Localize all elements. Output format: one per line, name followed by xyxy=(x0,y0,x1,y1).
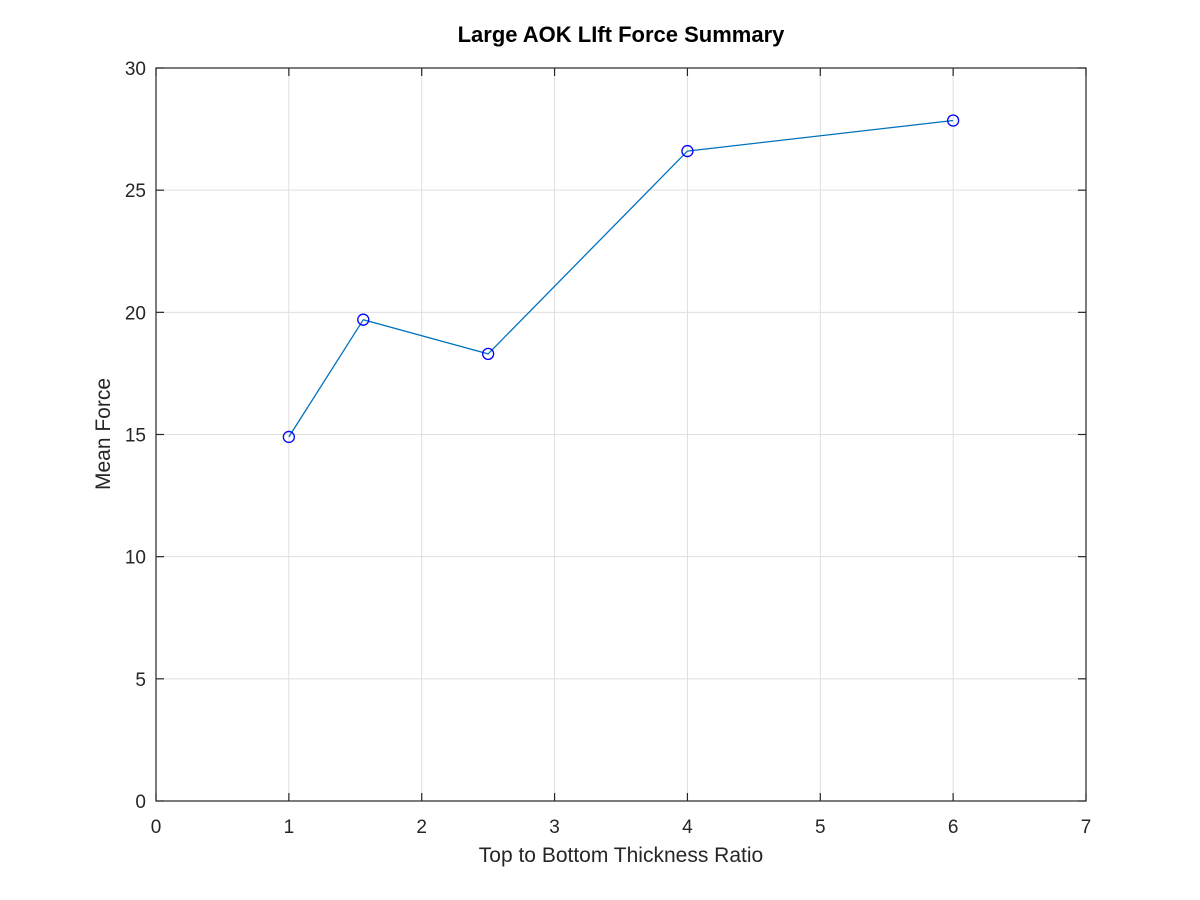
data-point-marker xyxy=(946,114,960,127)
grid-lines xyxy=(156,68,1086,801)
data-series xyxy=(282,114,960,444)
y-tick-label: 0 xyxy=(135,792,146,813)
axis-ticks: 0 1 2 3 4 5 6 7 0 5 10 15 20 25 30 xyxy=(125,59,1091,838)
data-point-marker xyxy=(681,144,694,158)
x-tick-label: 2 xyxy=(416,817,427,838)
series-line xyxy=(288,119,954,438)
data-point-marker xyxy=(481,347,495,361)
y-tick-label: 30 xyxy=(125,59,146,80)
y-tick-label: 15 xyxy=(125,426,146,447)
y-tick-label: 20 xyxy=(125,303,146,324)
x-tick-label: 6 xyxy=(948,817,959,838)
x-tick-label: 4 xyxy=(682,817,693,838)
y-axis-label: Mean Force xyxy=(92,378,115,490)
chart-title: Large AOK LIft Force Summary xyxy=(458,22,786,47)
x-tick-label: 7 xyxy=(1081,817,1092,838)
data-point-marker xyxy=(357,313,370,326)
x-tick-label: 1 xyxy=(284,817,295,838)
y-tick-label: 5 xyxy=(135,670,146,691)
x-axis-label: Top to Bottom Thickness Ratio xyxy=(479,844,763,867)
x-tick-label: 5 xyxy=(815,817,826,838)
x-tick-label: 0 xyxy=(151,817,162,838)
data-point-marker xyxy=(282,430,296,444)
x-tick-label: 3 xyxy=(549,817,560,838)
y-tick-label: 25 xyxy=(125,181,146,202)
y-tick-label: 10 xyxy=(125,548,146,569)
